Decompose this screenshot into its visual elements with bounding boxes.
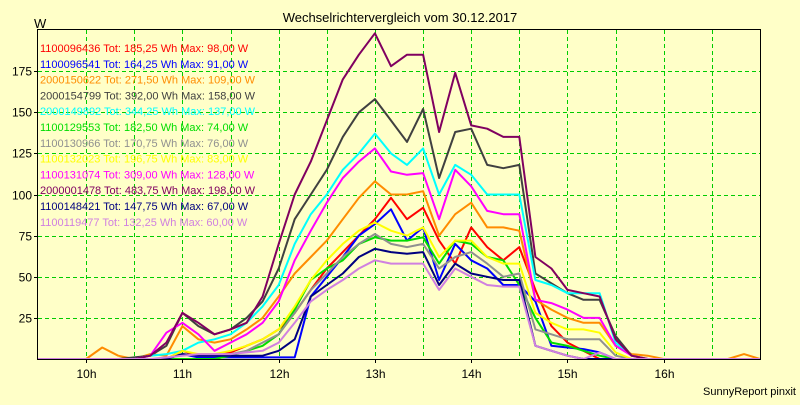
y-tick-label: 25 — [19, 312, 33, 326]
legend-entry-1100119477: 1100119477 Tot: 132,25 Wh Max: 60,00 W — [40, 217, 248, 229]
chart-title: Wechselrichtervergleich vom 30.12.2017 — [283, 10, 518, 25]
y-tick-label: 75 — [19, 230, 33, 244]
y-tick-label: 175 — [12, 65, 32, 79]
x-tick-label: 13h — [365, 367, 385, 381]
footer-credit: SunnyReport pinxit — [703, 386, 796, 398]
axes: 25 50 75 100 125 150 175 10h 11h 12h 13h 14h 15h 16h — [12, 65, 675, 382]
y-tick-label: 125 — [12, 147, 32, 161]
y-tick-label: 50 — [19, 271, 33, 285]
x-tick-label: 15h — [557, 367, 577, 381]
y-tick-label: 100 — [12, 189, 32, 203]
legend-entry-1100130966: 1100130966 Tot: 170,75 Wh Max: 76,00 W — [40, 138, 249, 150]
legend: 1100096436 Tot: 185,25 Wh Max: 98,00 W 11… — [40, 43, 256, 229]
x-tick-label: 16h — [654, 367, 674, 381]
legend-entry-1100148421: 1100148421 Tot: 147,75 Wh Max: 67,00 W — [40, 201, 249, 213]
legend-entry-1100131074: 1100131074 Tot: 309,00 Wh Max: 128,00 W — [40, 169, 255, 181]
plot-frame — [37, 29, 761, 360]
legend-entry-1100096436: 1100096436 Tot: 185,25 Wh Max: 98,00 W — [40, 43, 249, 55]
legend-entry-1100096541: 1100096541 Tot: 164,25 Wh Max: 91,00 W — [40, 59, 249, 71]
y-axis-unit: W — [34, 16, 47, 31]
x-tick-label: 12h — [269, 367, 289, 381]
legend-entry-1100132023: 1100132023 Tot: 196,75 Wh Max: 83,00 W — [40, 154, 249, 166]
legend-entry-1100129553: 1100129553 Tot: 182,50 Wh Max: 74,00 W — [40, 122, 249, 134]
x-tick-label: 10h — [76, 367, 96, 381]
legend-entry-2000150622: 2000150622 Tot: 271,50 Wh Max: 109,00 W — [40, 75, 256, 87]
legend-entry-2000149892: 2000149892 Tot: 344,25 Wh Max: 137,00 W — [40, 106, 256, 118]
y-tick-label: 150 — [12, 106, 32, 120]
legend-entry-2000154799: 2000154799 Tot: 392,00 Wh Max: 158,00 W — [40, 90, 256, 102]
x-tick-label: 14h — [461, 367, 481, 381]
series-line-2000001478 — [38, 32, 760, 360]
x-tick-label: 11h — [173, 367, 192, 381]
legend-entry-2000001478: 2000001478 Tot: 483,75 Wh Max: 198,00 W — [40, 185, 256, 197]
